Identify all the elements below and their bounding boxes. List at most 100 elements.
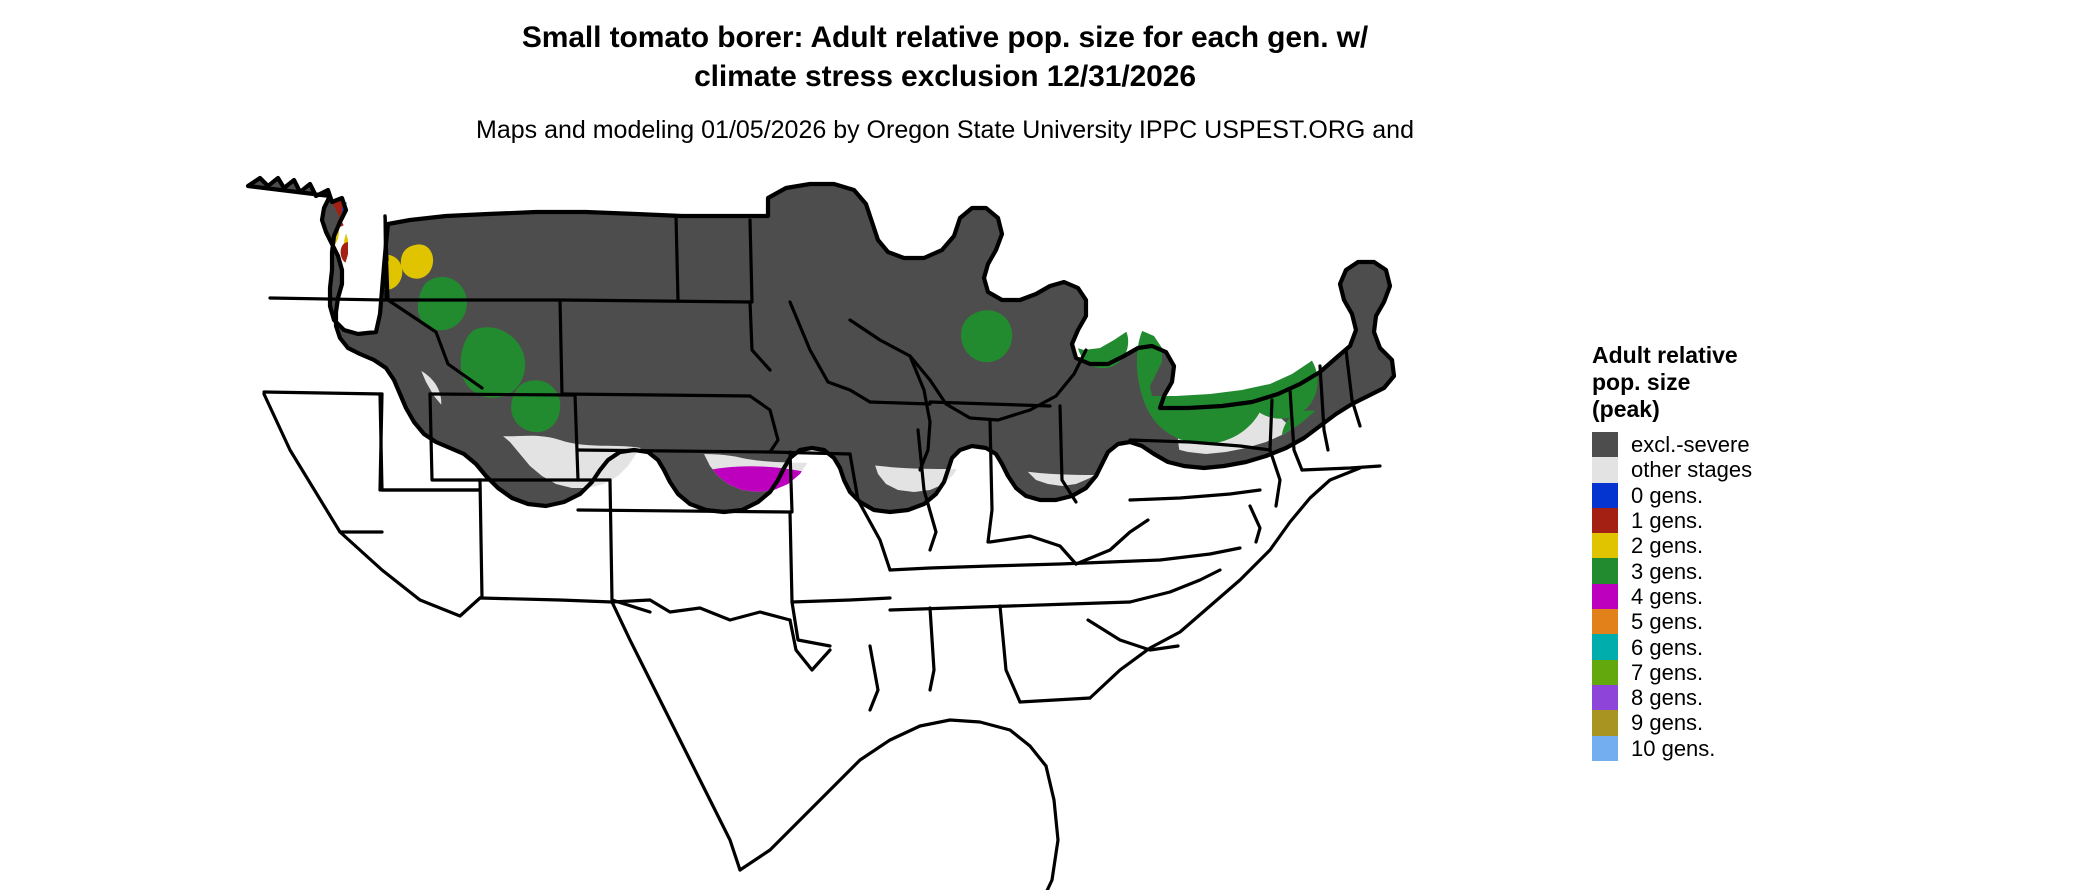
border-pa-md-wv	[1128, 488, 1262, 502]
legend-row[interactable]: 3 gens.	[1592, 558, 2022, 584]
legend-row[interactable]: 4 gens.	[1592, 583, 2022, 610]
border-ar-la	[790, 600, 832, 648]
border-wi-il	[868, 400, 932, 406]
border-sd-ne	[560, 392, 752, 398]
border-ia-mo	[768, 450, 852, 456]
legend-label: 9 gens.	[1631, 710, 1704, 736]
legend-color-swatch	[1592, 735, 1618, 761]
legend-label: 2 gens.	[1631, 533, 1704, 559]
border-co-ks	[573, 393, 580, 482]
border-nc-sc	[1128, 568, 1222, 604]
border-ia-wi	[826, 380, 872, 404]
legend-label: 7 gens.	[1631, 659, 1704, 685]
map-legend: Adult relative pop. size (peak) excl.-se…	[1592, 342, 2022, 761]
border-ok-tx	[610, 598, 792, 622]
legend-color-swatch	[1592, 482, 1618, 508]
legend-label: excl.-severe	[1631, 432, 1750, 458]
border-wa-id	[383, 214, 388, 302]
border-great-lakes	[848, 318, 1088, 422]
legend-title: Adult relative pop. size (peak)	[1592, 342, 1782, 423]
border-wy-co	[428, 392, 577, 397]
legend-label: 1 gens.	[1631, 508, 1704, 534]
legend-row[interactable]: 7 gens.	[1592, 659, 2022, 685]
border-oh-pa	[1058, 404, 1078, 504]
border-or-ca	[262, 390, 384, 396]
legend-color-swatch	[1592, 558, 1618, 584]
border-ca-nv	[262, 392, 384, 534]
border-al-ga	[998, 604, 1022, 704]
border-sd-mn	[748, 300, 772, 372]
border-wv-va	[1074, 518, 1150, 566]
border-nd-mn	[748, 218, 754, 304]
legend-label: 0 gens.	[1631, 482, 1704, 508]
border-az-nm	[478, 478, 484, 600]
legend-row[interactable]: 8 gens.	[1592, 684, 2022, 711]
border-pa-ny	[1128, 438, 1272, 452]
legend-row[interactable]: 10 gens.	[1592, 735, 2022, 761]
legend-color-swatch	[1592, 710, 1618, 736]
legend-color-swatch	[1592, 507, 1618, 534]
border-mt-nd	[674, 214, 680, 302]
subtitle-line-1: Maps and modeling 01/05/2026 by Oregon S…	[476, 116, 1414, 144]
legend-title-line-2: pop. size	[1592, 369, 1691, 395]
legend-row[interactable]: 6 gens.	[1592, 634, 2022, 660]
border-ms-al	[928, 606, 936, 692]
border-tx-gulf	[738, 724, 922, 872]
border-la-ms	[868, 644, 880, 712]
border-ny-pa	[1268, 398, 1274, 452]
border-nd-sd	[560, 298, 752, 304]
page-title: Small tomato borer: Adult relative pop. …	[0, 18, 1890, 96]
legend-color-swatch	[1592, 533, 1618, 559]
legend-color-swatch	[1592, 634, 1618, 660]
legend-row[interactable]: excl.-severe	[1592, 432, 2022, 458]
border-nj-ny	[1268, 448, 1282, 508]
title-line-1: Small tomato borer: Adult relative pop. …	[521, 21, 1369, 54]
border-tx-mx	[610, 600, 742, 872]
border-atlantic	[1088, 466, 1362, 700]
legend-label: 6 gens.	[1631, 634, 1704, 660]
border-fl-peninsula	[1044, 764, 1060, 890]
border-ky-oh-wv	[988, 534, 1078, 566]
legend-color-swatch	[1592, 684, 1618, 711]
border-ny-vt-nh	[1288, 388, 1304, 472]
legend-title-line-3: (peak)	[1592, 396, 1660, 422]
border-lake-mi	[908, 354, 932, 472]
border-tx-la	[788, 618, 832, 672]
legend-color-swatch	[1592, 609, 1618, 635]
legend-label: 10 gens.	[1631, 735, 1716, 761]
legend-title-line-1: Adult relative	[1592, 342, 1738, 368]
legend-row[interactable]: other stages	[1592, 457, 2022, 483]
national-outline	[245, 175, 1397, 515]
border-md-de	[1248, 504, 1262, 544]
legend-label: 8 gens.	[1631, 685, 1704, 711]
legend-color-swatch	[1592, 457, 1618, 483]
border-wy-sd	[558, 298, 564, 396]
legend-row[interactable]: 0 gens.	[1592, 482, 2022, 508]
legend-row[interactable]: 2 gens.	[1592, 533, 2022, 559]
title-line-2: climate stress exclusion 12/31/2026	[694, 60, 1196, 93]
border-nm-tx	[608, 478, 652, 614]
state-boundaries	[245, 175, 1397, 890]
border-mn-wi	[788, 300, 830, 384]
legend-row[interactable]: 9 gens.	[1592, 710, 2022, 736]
border-va-nc	[1108, 546, 1242, 564]
border-mi-oh-in	[928, 400, 1052, 408]
map-canvas	[230, 150, 1590, 890]
border-ne-ks	[576, 448, 772, 454]
legend-color-swatch	[1592, 432, 1618, 458]
us-map	[230, 150, 1590, 890]
border-in-oh	[986, 418, 994, 544]
border-nm-az-s	[478, 596, 614, 604]
border-ne-ia	[748, 394, 780, 454]
border-nh-me	[1344, 348, 1362, 428]
border-il-in	[916, 428, 938, 552]
legend-label: other stages	[1631, 457, 1753, 483]
border-wa-or	[268, 296, 387, 302]
legend-row[interactable]: 1 gens.	[1592, 507, 2022, 534]
border-gulf-coast	[918, 718, 1048, 768]
legend-row[interactable]: 5 gens.	[1592, 609, 2022, 635]
border-ut-wy	[428, 392, 482, 482]
border-ca-az	[338, 530, 482, 618]
border-ga-fl	[1018, 696, 1092, 704]
